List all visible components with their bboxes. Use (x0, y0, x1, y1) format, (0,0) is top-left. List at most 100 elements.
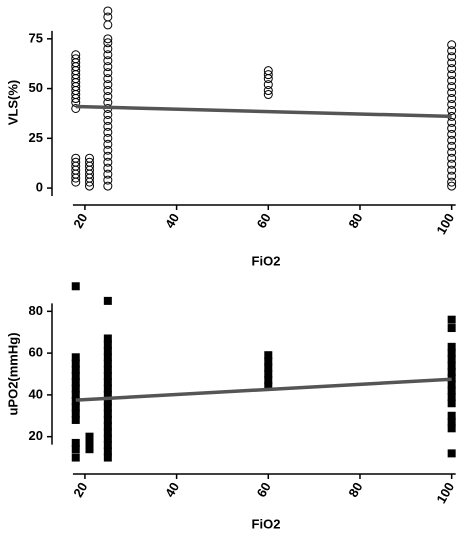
point (85, 181, 95, 191)
x-tick-label: 80 (345, 211, 365, 231)
point (447, 76, 457, 86)
point (103, 340, 112, 349)
point (447, 46, 457, 56)
point (447, 82, 457, 92)
y-tick-label: 60 (29, 345, 43, 360)
x-axis-label: FiO2 (252, 253, 281, 268)
x-tick-label: 40 (162, 211, 182, 231)
point (71, 177, 81, 187)
y-tick-label: 50 (29, 80, 43, 95)
point (103, 151, 113, 161)
point (264, 376, 273, 385)
x-tick-label: 60 (254, 211, 274, 231)
point (447, 40, 457, 50)
point (447, 355, 456, 364)
point (71, 384, 80, 393)
point (103, 38, 113, 48)
point (103, 50, 113, 60)
point (71, 415, 80, 424)
x-tick-label: 100 (433, 480, 457, 506)
point (103, 409, 112, 418)
point (264, 370, 273, 378)
point (264, 351, 273, 360)
point (447, 129, 457, 139)
point (103, 133, 113, 143)
trend-line (75, 377, 452, 402)
point (85, 438, 94, 447)
y-tick-label: 25 (29, 130, 43, 145)
point (103, 127, 113, 137)
point (71, 390, 80, 399)
point (447, 386, 456, 395)
point (447, 88, 457, 98)
point (264, 363, 273, 372)
point (447, 177, 457, 187)
point (103, 372, 112, 381)
point (103, 109, 113, 119)
point (447, 117, 457, 127)
x-tick-label: 80 (345, 480, 365, 500)
point (447, 349, 456, 358)
x-axis-label: FiO2 (252, 516, 281, 531)
point (447, 324, 456, 333)
point (103, 403, 112, 412)
point (447, 171, 457, 181)
point (263, 86, 273, 96)
point (71, 403, 80, 412)
point (447, 374, 456, 383)
point (264, 382, 273, 391)
x-tick-label: 20 (70, 211, 90, 231)
point (103, 453, 112, 462)
point (447, 52, 457, 62)
point (103, 169, 113, 179)
point (103, 365, 112, 374)
point (103, 20, 113, 30)
x-tick-label: 60 (254, 480, 274, 500)
y-tick-label: 0 (36, 179, 43, 194)
point (264, 357, 273, 366)
y-tick-label: 40 (29, 386, 43, 401)
point (71, 445, 80, 454)
point (447, 141, 457, 151)
point (447, 380, 456, 389)
point (447, 94, 457, 104)
point (447, 424, 456, 433)
point (103, 422, 112, 431)
point (103, 157, 113, 167)
point (103, 121, 113, 131)
point (103, 86, 113, 96)
y-tick-label: 80 (29, 303, 43, 318)
point (103, 68, 113, 78)
point (447, 367, 456, 376)
point (447, 411, 456, 420)
point (447, 70, 457, 80)
point (103, 434, 112, 443)
point (447, 64, 457, 74)
y-axis-label: uPO2(mmHg) (5, 332, 20, 415)
point (103, 441, 112, 450)
point (71, 173, 81, 183)
point (447, 153, 457, 163)
point (71, 282, 80, 291)
point (103, 390, 112, 399)
point (447, 315, 456, 324)
point (447, 105, 457, 115)
point (447, 181, 457, 191)
point (447, 123, 457, 133)
point (103, 397, 112, 406)
trend-line (75, 104, 452, 119)
point (103, 447, 112, 456)
point (71, 353, 80, 362)
point (103, 334, 112, 343)
point (85, 177, 95, 187)
point (263, 90, 273, 100)
point (447, 135, 457, 145)
point (71, 94, 81, 104)
point (103, 44, 113, 54)
point (103, 181, 113, 191)
point (103, 428, 112, 437)
point (447, 399, 456, 408)
y-tick-label: 75 (29, 30, 43, 45)
point (447, 159, 457, 169)
x-tick-label: 40 (162, 480, 182, 500)
